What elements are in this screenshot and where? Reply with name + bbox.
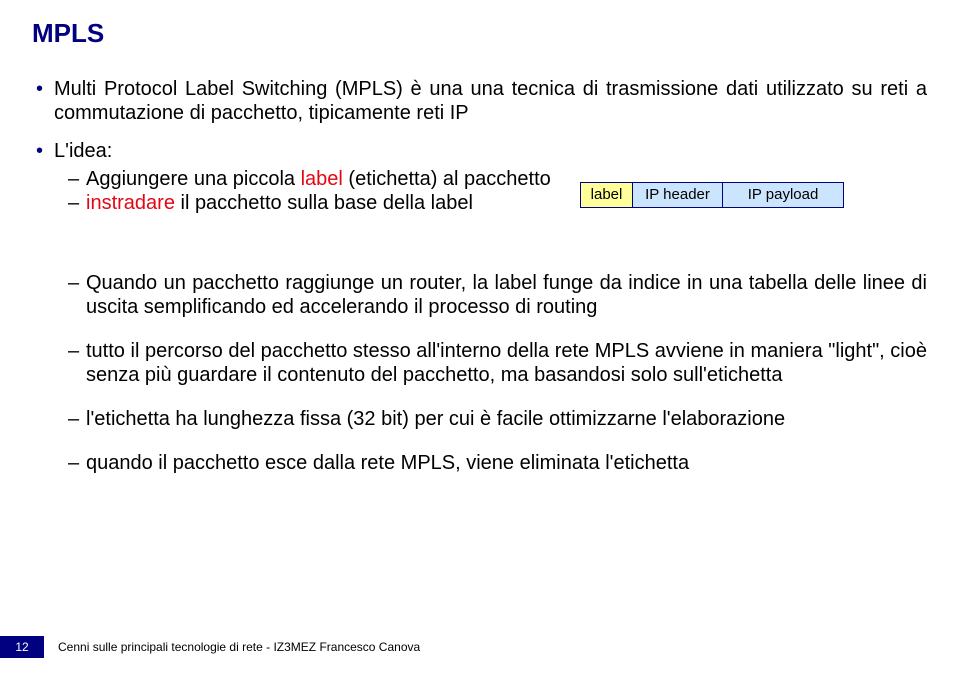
highlight-text: label [301, 168, 343, 190]
sub-bullet-text: Quando un pacchetto raggiunge un router,… [86, 271, 927, 319]
sub-bullet: – quando il pacchetto esce dalla rete MP… [68, 451, 927, 475]
dash-marker: – [68, 451, 86, 475]
sub-bullet: – Quando un pacchetto raggiunge un route… [68, 271, 927, 319]
highlight-text: instradare [86, 192, 175, 214]
dash-marker: – [68, 271, 86, 295]
sub-bullet-text: l'etichetta ha lunghezza fissa (32 bit) … [86, 407, 927, 431]
dash-marker: – [68, 191, 86, 215]
slide-title: MPLS [32, 18, 927, 49]
packet-cell-ip-header: IP header [633, 183, 723, 207]
dash-marker: – [68, 339, 86, 363]
packet-cell-ip-payload: IP payload [723, 183, 843, 207]
bullet-item: • L'idea: [32, 139, 927, 163]
footer: 12 Cenni sulle principali tecnologie di … [0, 636, 959, 658]
bullet-text: L'idea: [54, 139, 112, 163]
footer-text: Cenni sulle principali tecnologie di ret… [58, 640, 420, 654]
slide: MPLS • Multi Protocol Label Switching (M… [0, 0, 959, 684]
packet-cell-label: label [581, 183, 633, 207]
dash-marker: – [68, 167, 86, 191]
bullet-item: • Multi Protocol Label Switching (MPLS) … [32, 77, 927, 125]
packet-diagram: label IP header IP payload [580, 182, 844, 208]
sub-bullet: – l'etichetta ha lunghezza fissa (32 bit… [68, 407, 927, 431]
sub-bullet-text: quando il pacchetto esce dalla rete MPLS… [86, 451, 927, 475]
bullet-text: Multi Protocol Label Switching (MPLS) è … [54, 77, 927, 125]
dash-marker: – [68, 407, 86, 431]
sub-bullet-text: tutto il percorso del pacchetto stesso a… [86, 339, 927, 387]
page-number: 12 [0, 636, 44, 658]
sub-bullet: – tutto il percorso del pacchetto stesso… [68, 339, 927, 387]
bullet-marker: • [32, 77, 54, 101]
bullet-marker: • [32, 139, 54, 163]
